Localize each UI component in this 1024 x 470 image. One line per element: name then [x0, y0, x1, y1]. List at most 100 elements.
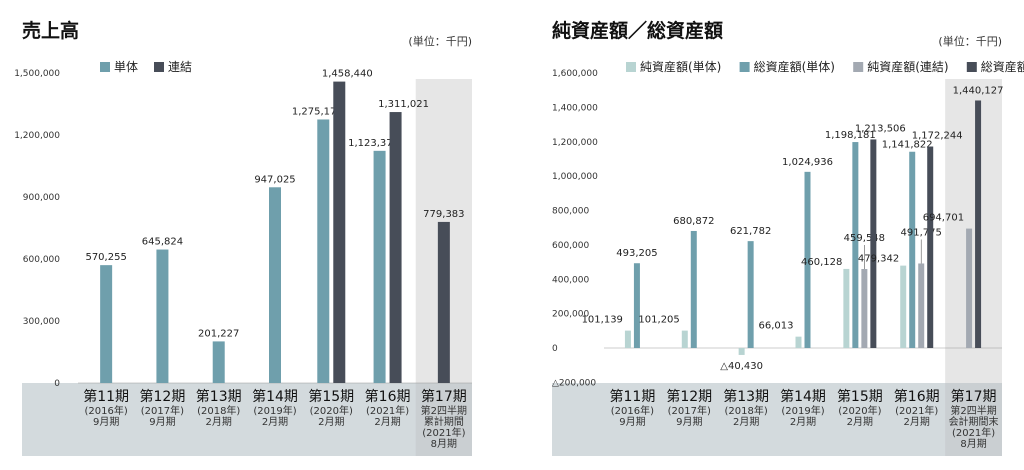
legend-label: 純資産額(単体) [640, 59, 721, 74]
data-label: 570,255 [85, 252, 126, 263]
bar-net_single [681, 330, 688, 348]
data-label: 101,205 [638, 315, 679, 326]
data-label: 645,824 [142, 237, 183, 248]
category-sub-label: (2018年) [725, 404, 768, 417]
category-label: 第15期(2020年)2月期 [837, 388, 883, 428]
bar-consolidated [975, 100, 982, 348]
sales-chart-title: 売上高 [22, 19, 79, 42]
y-tick-label: 0 [552, 344, 558, 354]
category-sub-label: 第2四半期 [421, 404, 467, 417]
category-sub-label: 2月期 [206, 416, 232, 428]
bar-net_single [624, 330, 631, 348]
category-sub-label: (2019年) [781, 404, 824, 417]
data-label: △40,430 [720, 361, 763, 372]
category-sub-label: (2017年) [668, 404, 711, 417]
category-sub-label: (2018年) [197, 404, 240, 417]
category-label: 第14期(2019年)2月期 [780, 388, 826, 428]
category-period-label: 第14期 [252, 388, 298, 405]
category-sub-label: 2月期 [318, 416, 344, 428]
category-label: 第11期(2016年)9月期 [610, 388, 656, 428]
assets-chart: 純資産額／総資産額 (単位：千円) △200,000 0 200,000 400,00… [552, 19, 1024, 456]
data-label: 779,383 [423, 209, 464, 220]
y-tick-label: 200,000 [552, 310, 589, 320]
bar-consolidated [927, 146, 934, 348]
y-tick-label: 1,400,000 [552, 103, 598, 113]
y-tick-label: 300,000 [23, 317, 60, 327]
category-period-label: 第16期 [365, 388, 411, 405]
bar-single [804, 171, 811, 348]
data-label: 680,872 [673, 216, 714, 227]
category-sub-label: 2月期 [790, 416, 816, 428]
legend-swatch [100, 62, 110, 72]
sales-chart: 売上高 (単位：千円) 0 300,000 600,000 900,000 1,200,… [14, 19, 472, 456]
bar-single [212, 341, 225, 383]
y-tick-label: △200,000 [552, 378, 596, 388]
data-label: 1,275,170 [292, 106, 343, 117]
latest-period-band-shade [415, 383, 472, 456]
sales-unit-label: (単位：千円) [408, 34, 472, 48]
category-period-label: 第15期 [308, 388, 354, 405]
data-label: 947,025 [254, 174, 295, 185]
legend-swatch [853, 62, 864, 72]
category-sub-label: (2016年) [611, 404, 654, 417]
y-tick-label: 800,000 [552, 207, 589, 217]
category-band [552, 383, 1002, 456]
bar-net_single [738, 348, 745, 355]
category-sub-label: (2021年) [422, 426, 465, 439]
category-label: 第14期(2019年)2月期 [252, 388, 298, 428]
data-label: 1,213,506 [855, 123, 906, 134]
data-label: 459,548 [844, 233, 885, 244]
category-sub-label: 9月期 [149, 416, 175, 428]
bar-single [747, 241, 754, 348]
data-label: 1,141,822 [882, 140, 933, 151]
data-label: 66,013 [759, 321, 794, 332]
y-tick-label: 1,000,000 [552, 172, 598, 182]
data-label: 1,198,181 [825, 130, 876, 141]
y-tick-label: 600,000 [552, 241, 589, 251]
legend-swatch [154, 62, 164, 72]
category-label: 第16期(2021年)2月期 [894, 388, 940, 428]
category-sub-label: (2021年) [895, 404, 938, 417]
category-sub-label: 2月期 [262, 416, 288, 428]
y-tick-label: 1,200,000 [552, 138, 598, 148]
legend-label: 連結 [168, 60, 192, 74]
category-sub-label: 9月期 [93, 416, 119, 428]
data-label: 1,172,244 [912, 131, 963, 142]
category-period-label: 第16期 [894, 388, 940, 405]
category-sub-label: 2月期 [374, 416, 400, 428]
latest-period-band-shade [945, 383, 1002, 456]
y-tick-label: 400,000 [552, 275, 589, 285]
legend-swatch [739, 62, 750, 72]
category-period-label: 第13期 [196, 388, 242, 405]
data-label: 101,139 [582, 315, 623, 326]
legend-label: 総資産額(連結) [981, 59, 1024, 74]
category-period-label: 第11期 [83, 388, 129, 405]
category-label: 第16期(2021年)2月期 [365, 388, 411, 428]
data-label: 1,123,375 [348, 138, 399, 149]
bar-single [633, 263, 640, 348]
data-label: 1,024,936 [782, 157, 833, 168]
bar-net_consolidated [918, 263, 925, 348]
category-period-label: 第17期 [951, 388, 997, 405]
bar-single [690, 230, 697, 348]
category-period-label: 第11期 [610, 388, 656, 405]
y-tick-label: 1,500,000 [14, 69, 60, 79]
data-label: 694,701 [923, 213, 964, 224]
category-sub-label: 2月期 [904, 416, 930, 428]
data-label: 479,342 [858, 254, 899, 265]
data-label: 1,440,127 [953, 85, 1004, 96]
bar-single [269, 187, 281, 383]
legend-label: 単体 [114, 60, 138, 74]
category-label: 第13期(2018年)2月期 [196, 388, 242, 428]
category-period-label: 第12期 [666, 388, 712, 405]
category-sub-label: (2021年) [366, 404, 409, 417]
category-sub-label: (2019年) [253, 404, 296, 417]
bar-consolidated [437, 221, 450, 383]
category-period-label: 第14期 [780, 388, 826, 405]
legend-swatch [966, 62, 977, 72]
bar-single [317, 119, 330, 383]
y-tick-label: 600,000 [23, 255, 60, 265]
